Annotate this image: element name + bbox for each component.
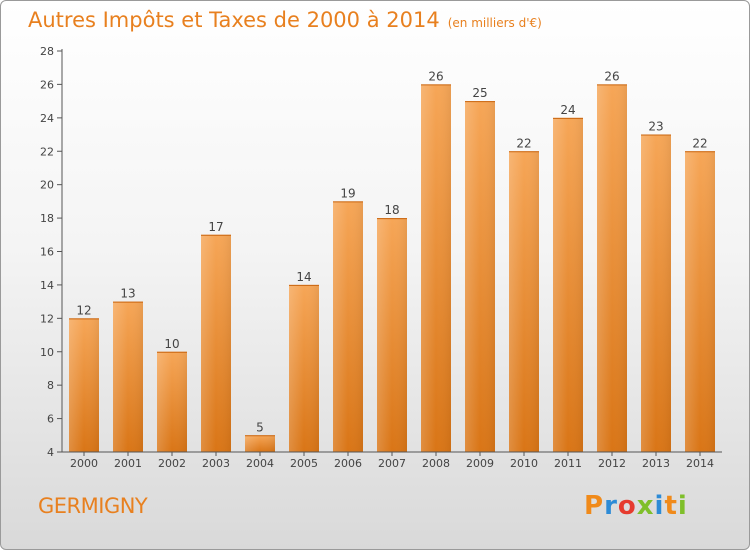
bar-shine: [69, 318, 99, 452]
data-label: 22: [516, 136, 531, 150]
y-tick-label: 26: [40, 78, 54, 91]
bar-shine: [289, 284, 319, 452]
data-label: 14: [296, 270, 311, 284]
logo-letter: t: [664, 491, 678, 521]
bar-group-2005: 14: [289, 270, 319, 452]
bar-shine: [157, 351, 187, 452]
bar-group-2008: 26: [421, 69, 451, 453]
y-tick-label: 12: [40, 312, 54, 325]
bar-group-2013: 23: [641, 120, 671, 452]
data-label: 26: [428, 69, 443, 83]
x-tick-label: 2012: [598, 457, 626, 470]
bar-shine: [421, 84, 451, 453]
bars: 12 13 10 17 5 14 19 18 26 25 22 24 26 23 22: [69, 69, 715, 453]
logo-letter: r: [604, 491, 618, 521]
bar-group-2000: 12: [69, 303, 99, 452]
bar-shine: [465, 101, 495, 452]
y-axis: 4 6 8 10 12 14 16 18 20 22 24 26 28: [40, 45, 63, 459]
bar-shine: [245, 435, 275, 452]
bar-shine: [597, 84, 627, 453]
y-tick-label: 8: [47, 379, 54, 392]
data-label: 24: [560, 103, 575, 117]
y-tick-label: 28: [40, 45, 54, 58]
x-tick-label: 2009: [466, 457, 494, 470]
bar-group-2004: 5: [245, 420, 275, 452]
logo-letter: P: [584, 491, 605, 521]
bar-group-2012: 26: [597, 69, 627, 453]
data-label: 18: [384, 203, 399, 217]
y-tick-label: 24: [40, 112, 54, 125]
logo-letter: i: [677, 491, 688, 521]
logo-letter: x: [636, 491, 655, 521]
data-label: 23: [648, 120, 663, 134]
y-tick-label: 10: [40, 346, 54, 359]
x-tick-label: 2002: [158, 457, 186, 470]
data-label: 13: [120, 287, 135, 301]
x-axis: 2000 2001 2002 2003 2004 2005 2006 2007 2008 2009…: [62, 451, 722, 470]
bar-shine: [553, 117, 583, 452]
bar-shine: [377, 218, 407, 452]
bar-shine: [201, 234, 231, 452]
x-tick-label: 2001: [114, 457, 142, 470]
x-tick-label: 2004: [246, 457, 274, 470]
bar-shine: [113, 301, 143, 452]
bar-shine: [333, 201, 363, 452]
x-tick-label: 2011: [554, 457, 582, 470]
bar-group-2003: 17: [201, 220, 231, 452]
x-tick-label: 2008: [422, 457, 450, 470]
chart-unit: (en milliers d'€): [447, 16, 542, 30]
x-tick-label: 2005: [290, 457, 318, 470]
x-tick-label: 2000: [70, 457, 98, 470]
y-tick-label: 6: [47, 413, 54, 426]
data-label: 17: [208, 220, 223, 234]
data-label: 19: [340, 186, 355, 200]
data-label: 5: [256, 420, 264, 434]
data-label: 26: [604, 69, 619, 83]
data-label: 22: [692, 136, 707, 150]
x-tick-label: 2013: [642, 457, 670, 470]
bar-shine: [685, 151, 715, 452]
bar-group-2009: 25: [465, 86, 495, 452]
y-tick-label: 20: [40, 179, 54, 192]
logo-letter: i: [654, 491, 665, 521]
data-label: 10: [164, 337, 179, 351]
commune-name: GERMIGNY: [38, 494, 148, 518]
y-tick-label: 22: [40, 145, 54, 158]
bar-group-2011: 24: [553, 103, 583, 452]
bar-group-2001: 13: [113, 287, 143, 452]
y-tick-label: 18: [40, 212, 54, 225]
y-tick-label: 14: [40, 279, 54, 292]
x-tick-label: 2003: [202, 457, 230, 470]
bar-group-2006: 19: [333, 186, 363, 452]
bar-group-2007: 18: [377, 203, 407, 452]
x-tick-label: 2006: [334, 457, 362, 470]
bar-shine: [509, 151, 539, 452]
x-tick-label: 2010: [510, 457, 538, 470]
logo-letter: o: [617, 491, 637, 521]
data-label: 12: [76, 303, 91, 317]
bar-shine: [641, 134, 671, 452]
chart-title: Autres Impôts et Taxes de 2000 à 2014: [28, 8, 440, 32]
y-tick-label: 4: [47, 446, 54, 459]
bar-group-2002: 10: [157, 337, 187, 452]
x-tick-label: 2007: [378, 457, 406, 470]
bar-group-2014: 22: [685, 136, 715, 452]
data-label: 25: [472, 86, 487, 100]
bar-group-2010: 22: [509, 136, 539, 452]
x-tick-label: 2014: [686, 457, 714, 470]
chart-title-line: Autres Impôts et Taxes de 2000 à 2014 (en…: [28, 8, 542, 32]
y-tick-label: 16: [40, 246, 54, 259]
proxiti-logo[interactable]: Proxiti: [584, 491, 688, 521]
